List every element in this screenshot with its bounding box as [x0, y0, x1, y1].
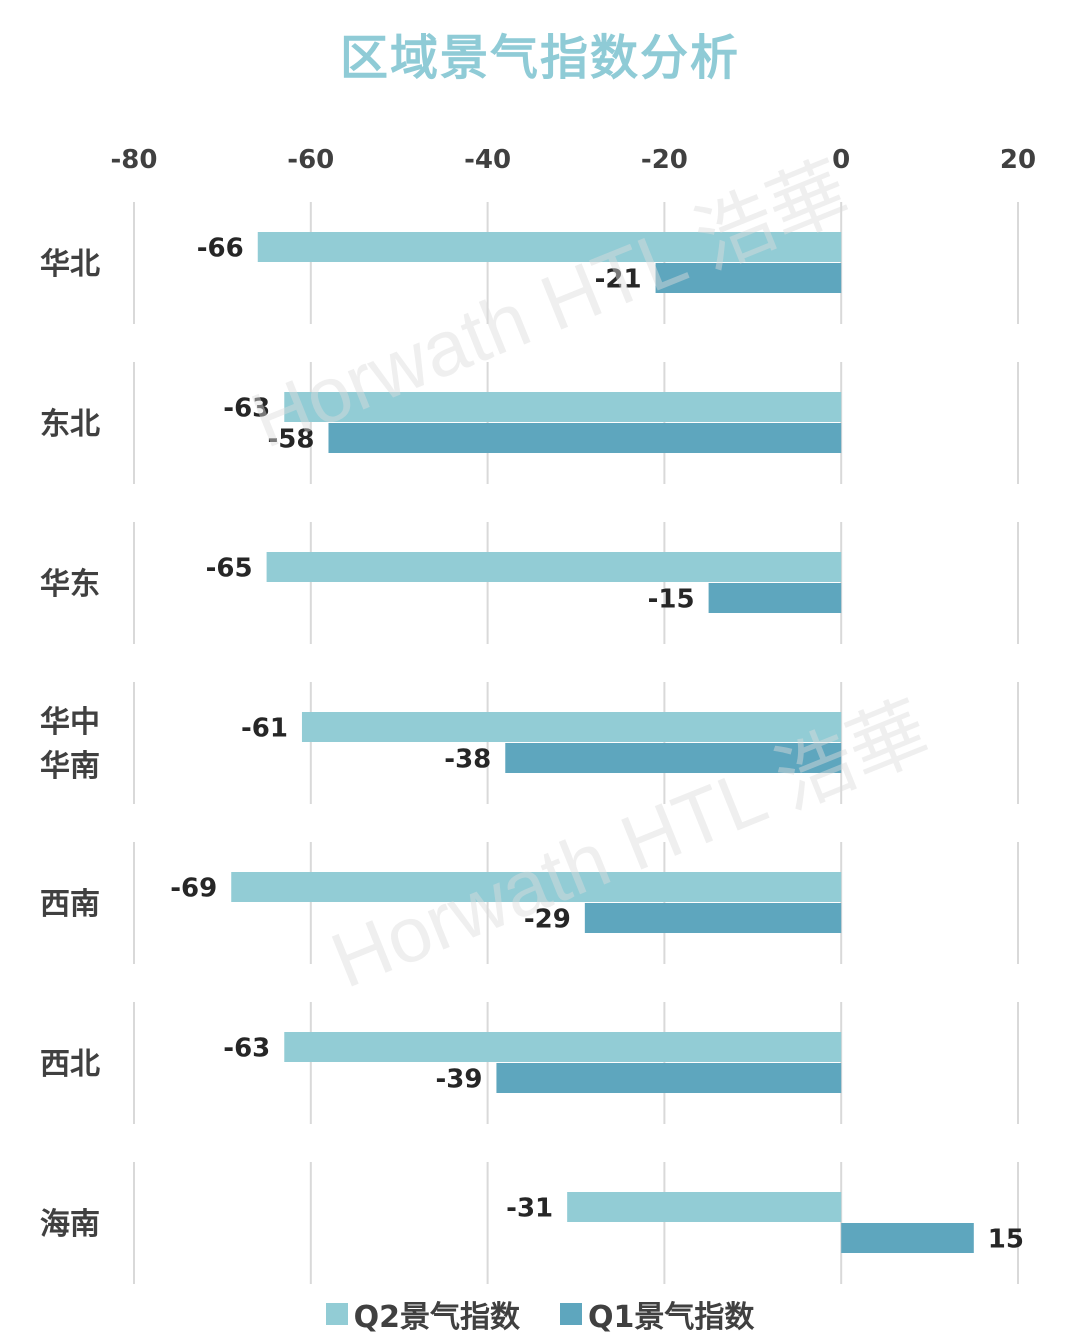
legend-item: Q1景气指数: [560, 1292, 754, 1336]
bar: [708, 583, 842, 613]
category-panel: 华东 -65 -15: [40, 522, 1019, 644]
data-label: -31: [506, 1194, 553, 1224]
category-label: 西南: [40, 887, 100, 922]
bar: [266, 552, 842, 582]
x-tick-label: -60: [287, 145, 334, 175]
bar: [841, 1223, 974, 1253]
bar: [284, 1032, 842, 1062]
data-label: -39: [435, 1065, 482, 1095]
x-tick-label: -80: [111, 145, 158, 175]
bar: [284, 392, 842, 422]
data-label: -38: [444, 745, 491, 775]
legend-label: Q2景气指数: [353, 1300, 520, 1335]
legend: Q2景气指数 Q1景气指数: [0, 1292, 1080, 1336]
chart-title: 区域景气指数分析: [339, 30, 740, 86]
data-label: -65: [206, 554, 253, 584]
legend-item: Q2景气指数: [325, 1292, 520, 1336]
bar: [301, 712, 842, 742]
bar: [257, 232, 842, 262]
category-label: 海南: [40, 1207, 100, 1242]
category-panel: 西北 -63 -39: [40, 1002, 1019, 1124]
x-tick-label: 20: [1000, 145, 1036, 175]
category-label: 西北: [40, 1047, 100, 1082]
category-label: 华北: [40, 247, 100, 282]
data-label: -63: [223, 394, 270, 424]
bar: [328, 423, 842, 453]
x-tick-label: -40: [464, 145, 511, 175]
category-label: 东北: [40, 407, 100, 442]
category-label: 华东: [40, 567, 100, 602]
x-tick-label: -20: [641, 145, 688, 175]
bar: [231, 872, 842, 902]
category-panel: 西南 -69 -29: [40, 842, 1019, 964]
legend-label: Q1景气指数: [588, 1300, 755, 1335]
data-label: -63: [223, 1034, 270, 1064]
data-label: -15: [648, 585, 695, 615]
bar: [584, 903, 842, 933]
category-panel: 东北 -63-58: [40, 362, 1019, 484]
x-axis-ticks: -80 -60 -40 -20 0 20: [111, 145, 1037, 175]
category-panel: 海南 -31 15: [40, 1162, 1024, 1284]
data-label: -58: [267, 425, 314, 455]
category-label: 华南: [40, 749, 100, 784]
legend-swatch: [325, 1303, 348, 1325]
x-tick-label: 0: [832, 145, 850, 175]
data-label: -66: [197, 234, 244, 264]
data-label: -29: [524, 905, 571, 935]
category-panel: 华北 -66 -21: [40, 202, 1019, 324]
bar: [655, 263, 842, 293]
data-label: -21: [595, 265, 642, 295]
bar: [496, 1063, 842, 1093]
bar: [567, 1192, 842, 1222]
data-label: 15: [988, 1225, 1024, 1255]
bar: [505, 743, 842, 773]
legend-swatch: [560, 1303, 582, 1325]
category-label: 华中: [40, 705, 100, 740]
data-label: -61: [241, 714, 288, 744]
data-label: -69: [170, 874, 217, 904]
